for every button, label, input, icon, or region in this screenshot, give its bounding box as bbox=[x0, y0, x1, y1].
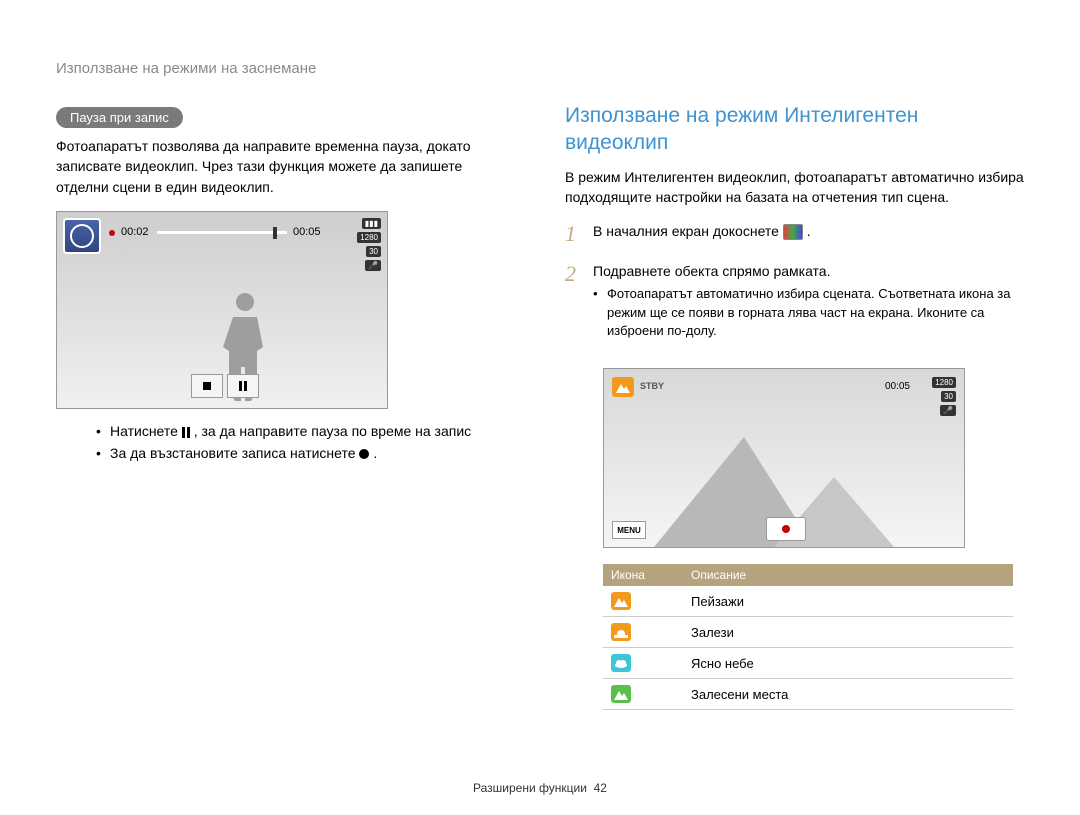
scene-row-icon bbox=[611, 623, 631, 641]
tip-bullet-resume: За да възстановите записа натиснете . bbox=[96, 445, 515, 461]
section-heading: Използване на режим Интелигентен видеокл… bbox=[565, 102, 1024, 157]
menu-button[interactable]: MENU bbox=[612, 521, 646, 539]
scene-row-icon bbox=[611, 592, 631, 610]
mode-icon bbox=[63, 218, 101, 254]
status-badges: ▮▮▮ 1280 30 🎤 bbox=[357, 218, 381, 271]
scene-row-icon bbox=[611, 654, 631, 672]
rec-indicator-icon bbox=[109, 230, 115, 236]
camera-lcd-standby: STBY 00:05 1280 30 🎤 MENU bbox=[603, 368, 965, 548]
step-2: 2 Подравнете обекта спрямо рамката. Фото… bbox=[565, 261, 1024, 354]
table-row: Пейзажи bbox=[603, 586, 1013, 617]
table-row: Залези bbox=[603, 617, 1013, 648]
status-badges: 1280 30 🎤 bbox=[932, 377, 956, 416]
record-button[interactable] bbox=[766, 517, 806, 541]
scene-row-label: Залези bbox=[683, 617, 1013, 648]
scene-row-label: Пейзажи bbox=[683, 586, 1013, 617]
scene-row-icon bbox=[611, 685, 631, 703]
pause-icon bbox=[182, 427, 190, 438]
progress-slider bbox=[157, 231, 287, 234]
remaining-time: 00:05 bbox=[885, 381, 910, 392]
pause-button[interactable] bbox=[227, 374, 259, 398]
section-intro: В режим Интелигентен видеоклип, фотоапар… bbox=[565, 167, 1024, 208]
stby-label: STBY bbox=[640, 381, 664, 391]
tip-bullet-pause: Натиснете , за да направите пауза по вре… bbox=[96, 423, 515, 439]
col-header-icon: Икона bbox=[603, 564, 683, 586]
intro-text: Фотоапаратът позволява да направите врем… bbox=[56, 136, 515, 197]
record-icon bbox=[359, 449, 369, 459]
camera-lcd-recording: 00:02 00:05 ▮▮▮ 1280 30 🎤 bbox=[56, 211, 388, 409]
table-row: Залесени места bbox=[603, 679, 1013, 710]
scene-row-label: Ясно небе bbox=[683, 648, 1013, 679]
step-1: 1 В началния екран докоснете . bbox=[565, 221, 1024, 247]
scene-icon-table: Икона Описание ПейзажиЗалезиЯсно небеЗал… bbox=[603, 564, 1013, 710]
smart-movie-icon bbox=[783, 224, 803, 240]
total-time: 00:05 bbox=[293, 226, 321, 238]
step-number: 1 bbox=[565, 221, 583, 247]
step-2-detail: Фотоапаратът автоматично избира сцената.… bbox=[593, 285, 1024, 340]
section-pill-pause: Пауза при запис bbox=[56, 107, 183, 128]
page-footer: Разширени функции 42 bbox=[0, 781, 1080, 795]
step-number: 2 bbox=[565, 261, 583, 354]
col-header-desc: Описание bbox=[683, 564, 1013, 586]
table-row: Ясно небе bbox=[603, 648, 1013, 679]
breadcrumb: Използване на режими на заснемане bbox=[56, 60, 515, 77]
scene-row-label: Залесени места bbox=[683, 679, 1013, 710]
elapsed-time: 00:02 bbox=[121, 226, 149, 238]
stop-button[interactable] bbox=[191, 374, 223, 398]
scene-landscape-icon bbox=[612, 377, 634, 397]
